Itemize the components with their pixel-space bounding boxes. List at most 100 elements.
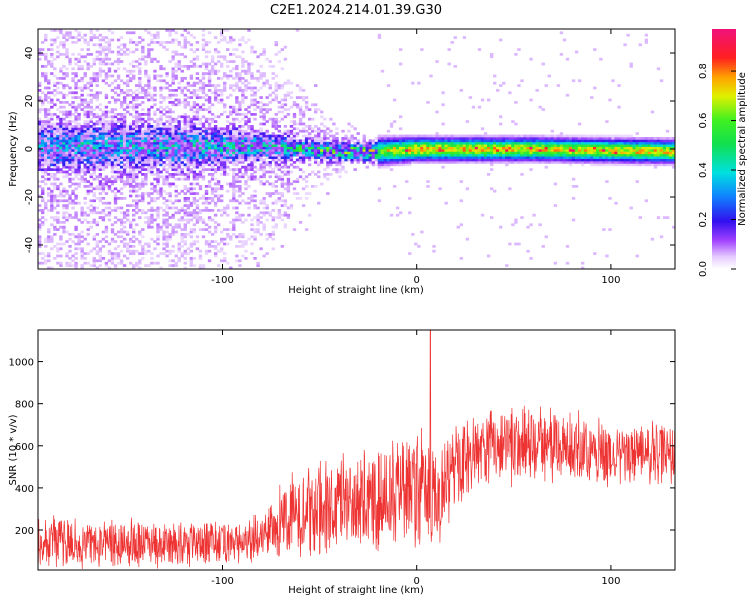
spectrogram-cell: [107, 67, 112, 71]
spectrogram-cell: [132, 91, 136, 95]
spectrogram-cell: [83, 173, 87, 176]
spectrogram-cell: [50, 91, 54, 95]
spectrogram-cell: [486, 173, 491, 176]
spectrogram-cell: [295, 180, 300, 183]
spectrogram-cell: [183, 29, 187, 32]
spectrogram-cell: [289, 91, 294, 95]
spectrogram-cell: [159, 141, 163, 145]
spectrogram-cell: [247, 153, 251, 157]
spectrogram-cell: [122, 151, 127, 155]
spectrogram-cell: [138, 96, 142, 99]
spectrogram-cell: [180, 91, 184, 95]
spectrogram-cell: [147, 134, 151, 138]
spectrogram-cell: [277, 177, 282, 181]
spectrogram-cell: [265, 144, 269, 147]
spectrogram-cell: [159, 74, 163, 78]
spectrogram-cell: [380, 139, 385, 143]
spectrogram-cell: [71, 158, 75, 162]
spectrogram-cell: [480, 134, 485, 138]
spectrogram-cell: [220, 187, 224, 191]
spectrogram-cell: [53, 132, 57, 135]
spectrogram-cell: [65, 156, 69, 159]
spectrogram-cell: [371, 161, 376, 164]
spectrogram-cell: [474, 144, 479, 147]
spectrogram-cell: [189, 189, 194, 193]
spectrogram-cell: [207, 209, 212, 212]
spectrogram-cell: [47, 228, 51, 231]
spectrogram-cell: [259, 141, 263, 145]
spectrogram-cell: [165, 110, 169, 114]
spectrogram-cell: [47, 129, 51, 133]
spectrogram-cell: [317, 141, 321, 145]
spectrogram-cell: [125, 180, 130, 183]
spectrogram-cell: [153, 209, 157, 212]
spectrogram-cell: [141, 209, 145, 212]
spectrogram-cell: [244, 242, 248, 246]
spectrogram-cell: [47, 259, 51, 263]
spectrogram-cell: [456, 144, 460, 147]
spectrogram-cell: [186, 161, 191, 164]
spectrogram-cell: [241, 125, 245, 128]
spectrogram-cell: [389, 122, 394, 126]
spectrogram-cell: [171, 216, 175, 219]
spectrogram-cell: [125, 141, 130, 145]
spectrogram-cell: [62, 146, 66, 150]
spectrogram-cell: [129, 38, 133, 42]
spectrogram-cell: [493, 153, 497, 157]
spectrogram-cell: [247, 141, 251, 145]
spectrogram-cell: [183, 228, 187, 231]
spectrogram-cell: [311, 129, 315, 133]
spectrogram-cell: [468, 137, 473, 140]
spectrogram-cell: [226, 182, 230, 186]
spectrogram-cell: [426, 161, 430, 164]
spectrogram-cell: [347, 137, 351, 140]
spectrogram-cell: [347, 129, 351, 133]
spectrogram-cell: [335, 168, 339, 171]
spectrogram-cell: [435, 141, 439, 145]
spectrogram-cell: [129, 173, 133, 176]
spectrogram-cell: [177, 122, 181, 126]
spectrogram-cell: [138, 182, 142, 186]
spectrogram-cell: [98, 240, 103, 243]
spectrogram-cell: [189, 141, 194, 145]
spectrogram-cell: [92, 156, 96, 159]
spectrogram-cell: [277, 141, 282, 145]
spectrogram-cell: [74, 137, 78, 140]
spectrogram-cell: [438, 187, 442, 191]
spectrogram-cell: [138, 187, 142, 191]
spectrogram-cell: [314, 84, 318, 87]
spectrogram-cell: [183, 211, 187, 215]
spectrogram-cell: [80, 235, 84, 239]
spectrogram-cell: [80, 86, 84, 90]
spectrogram-cell: [92, 163, 96, 167]
spectrogram-cell: [207, 50, 212, 54]
spectrogram-cell: [65, 93, 69, 97]
spectrogram-cell: [420, 144, 424, 147]
spectrogram-cell: [129, 245, 133, 248]
spectrogram-cell: [238, 240, 242, 243]
spectrogram-cell: [395, 151, 400, 155]
spectrogram-cell: [226, 235, 230, 239]
spectrogram-cell: [380, 161, 385, 164]
spectrogram-cell: [177, 168, 181, 171]
spectrogram-cell: [301, 149, 306, 152]
spectrogram-cell: [153, 156, 157, 159]
spectrogram-cell: [344, 141, 348, 145]
spectrogram-cell: [41, 65, 45, 68]
spectrogram-cell: [377, 149, 382, 152]
spectrogram-cell: [274, 41, 278, 44]
spectrogram-cell: [496, 158, 500, 162]
spectrogram-cell: [56, 29, 60, 32]
spectrogram-cell: [480, 213, 485, 217]
spectrogram-cell: [280, 199, 285, 203]
spectrogram-cell: [186, 146, 191, 150]
spectrogram-cell: [483, 158, 488, 162]
spectrogram-cell: [426, 149, 430, 152]
spectrogram-cell: [177, 223, 181, 227]
spectrogram-cell: [110, 50, 115, 54]
spectrogram-cell: [171, 67, 175, 71]
spectrogram-cell: [92, 153, 96, 157]
spectrogram-cell: [183, 240, 187, 243]
spectrogram-cell: [235, 67, 239, 71]
spectrogram-cell: [189, 153, 194, 157]
